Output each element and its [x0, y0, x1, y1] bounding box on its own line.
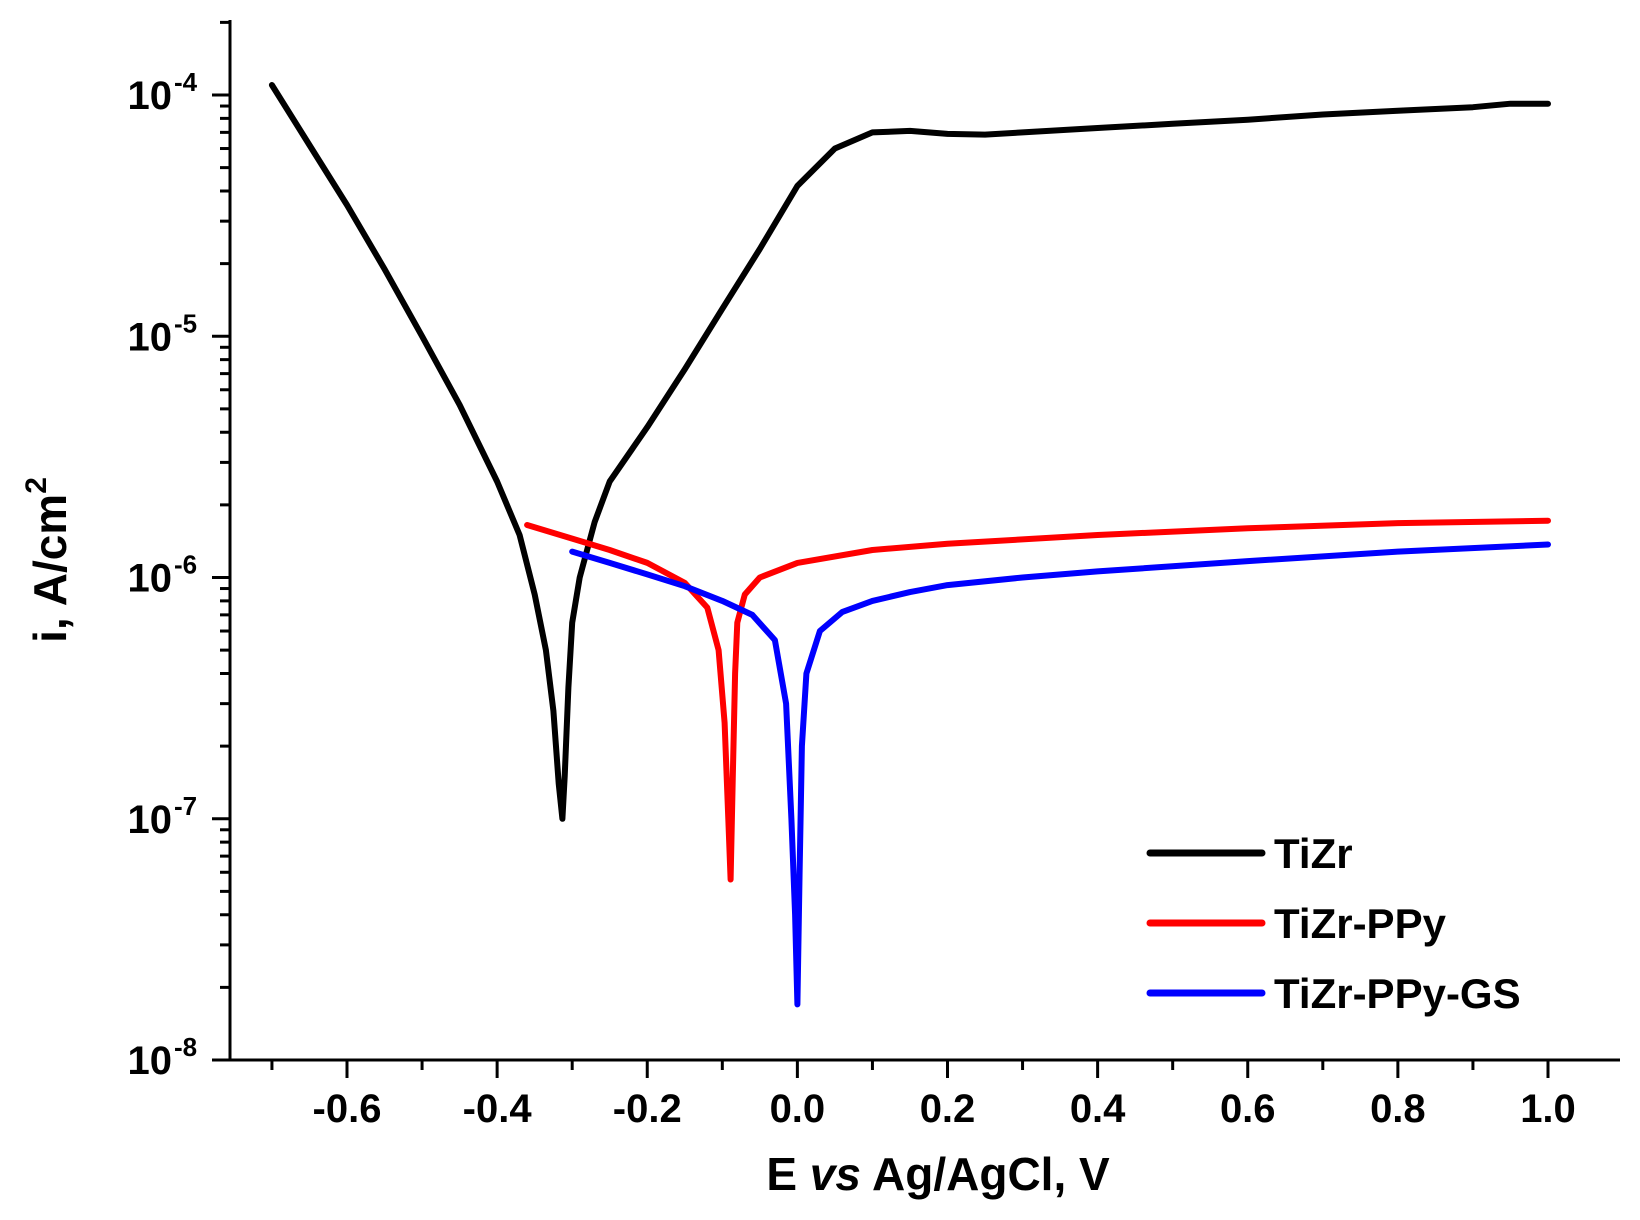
x-tick-label: -0.4 [463, 1087, 533, 1131]
y-tick-label: 10 [128, 557, 173, 601]
y-axis-title-superscript: 2 [20, 477, 53, 494]
y-axis-title-main: i, A/cm [24, 494, 76, 643]
x-axis-title-part: E [766, 1148, 809, 1200]
series-line-tizr [268, 82, 1551, 822]
x-tick-label: 0.8 [1370, 1087, 1426, 1131]
legend-label: TiZr-PPy [1274, 900, 1447, 947]
y-tick-label: 10 [128, 315, 173, 359]
y-tick-label: 10 [128, 74, 173, 118]
y-tick-exponent: -4 [174, 67, 198, 97]
y-tick-exponent: -8 [174, 1032, 197, 1062]
y-tick-exponent: -6 [174, 550, 197, 580]
y-axis: 10-410-510-610-710-8 [128, 20, 230, 1083]
legend: TiZr TiZr-PPy TiZr-PPy-GS [1146, 830, 1521, 1017]
y-tick-label: 10 [128, 1039, 173, 1083]
x-tick-label: -0.2 [613, 1087, 682, 1131]
legend-label: TiZr-PPy-GS [1274, 970, 1521, 1017]
x-axis-title-part: Ag/AgCl, V [861, 1148, 1110, 1200]
x-axis-title-italic: vs [810, 1148, 861, 1200]
x-tick-label: 0.2 [920, 1087, 976, 1131]
y-tick-exponent: -7 [174, 791, 197, 821]
x-tick-label: 1.0 [1520, 1087, 1576, 1131]
x-axis-title: E vs Ag/AgCl, V [766, 1148, 1110, 1200]
x-tick-label: 0.0 [770, 1087, 826, 1131]
y-axis-title: i, A/cm2 [20, 477, 76, 643]
plot-axes [228, 20, 1620, 1062]
series-line-tizr-ppy [524, 517, 1551, 883]
legend-label: TiZr [1274, 830, 1353, 877]
series-layer [268, 82, 1551, 1008]
x-tick-label: 0.4 [1070, 1087, 1126, 1131]
x-tick-label: -0.6 [313, 1087, 382, 1131]
series-line-tizr-ppy-gs [569, 541, 1551, 1008]
x-axis: -0.6 -0.4 -0.2 0.0 0.2 0.4 0.6 0.8 1.0 [270, 1060, 1576, 1131]
y-tick-exponent: -5 [174, 308, 197, 338]
y-tick-label: 10 [128, 798, 173, 842]
x-tick-label: 0.6 [1220, 1087, 1276, 1131]
